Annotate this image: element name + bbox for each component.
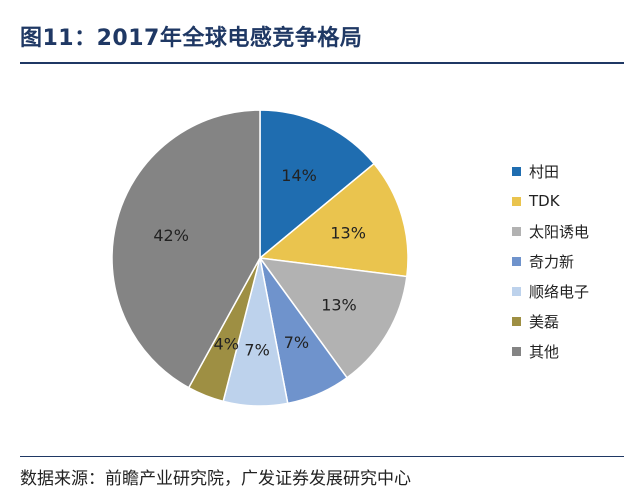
pie-slice-label-3: 7%: [284, 333, 309, 352]
pie-slice-label-2: 13%: [321, 296, 357, 315]
pie-slice-2: [258, 257, 408, 379]
legend-item-5: 美磊: [512, 306, 589, 336]
pie-slice-1: [258, 162, 409, 278]
legend-swatch: [512, 166, 521, 176]
pie-slice-6: [111, 109, 261, 389]
legend-item-0: 村田: [512, 156, 589, 186]
chart-title: 图11：2017年全球电感竞争格局: [20, 26, 363, 51]
pie-slice-label-5: 4%: [214, 334, 239, 353]
legend-label: 村田: [529, 162, 560, 181]
footer-divider: [20, 456, 624, 457]
legend-swatch: [512, 346, 521, 356]
legend-label: 美磊: [529, 312, 560, 331]
legend-item-2: 太阳诱电: [512, 216, 589, 246]
pie-slice-0: [259, 109, 376, 260]
chart-legend: 村田 TDK 太阳诱电奇力新顺络电子美磊其他: [512, 156, 589, 366]
pie-slice-label-4: 7%: [244, 341, 269, 360]
legend-swatch: [512, 196, 521, 206]
legend-swatch: [512, 256, 521, 266]
legend-item-1: TDK: [512, 186, 589, 216]
legend-swatch: [512, 286, 521, 296]
legend-item-3: 奇力新: [512, 246, 589, 276]
legend-label: 太阳诱电: [529, 222, 590, 241]
legend-label: 顺络电子: [529, 282, 590, 301]
pie-slice-label-0: 14%: [281, 166, 317, 185]
pie-slice-label-6: 42%: [153, 226, 189, 245]
pie-slice-label-1: 13%: [330, 223, 366, 242]
data-source: 数据来源：前瞻产业研究院，广发证券发展研究中心: [20, 469, 411, 489]
title-divider: [20, 62, 624, 64]
legend-swatch: [512, 316, 521, 326]
legend-item-6: 其他: [512, 336, 589, 366]
legend-label: TDK: [529, 192, 560, 210]
legend-swatch: [512, 226, 521, 236]
legend-item-4: 顺络电子: [512, 276, 589, 306]
legend-label: 其他: [529, 342, 560, 361]
legend-label: 奇力新: [529, 252, 575, 271]
